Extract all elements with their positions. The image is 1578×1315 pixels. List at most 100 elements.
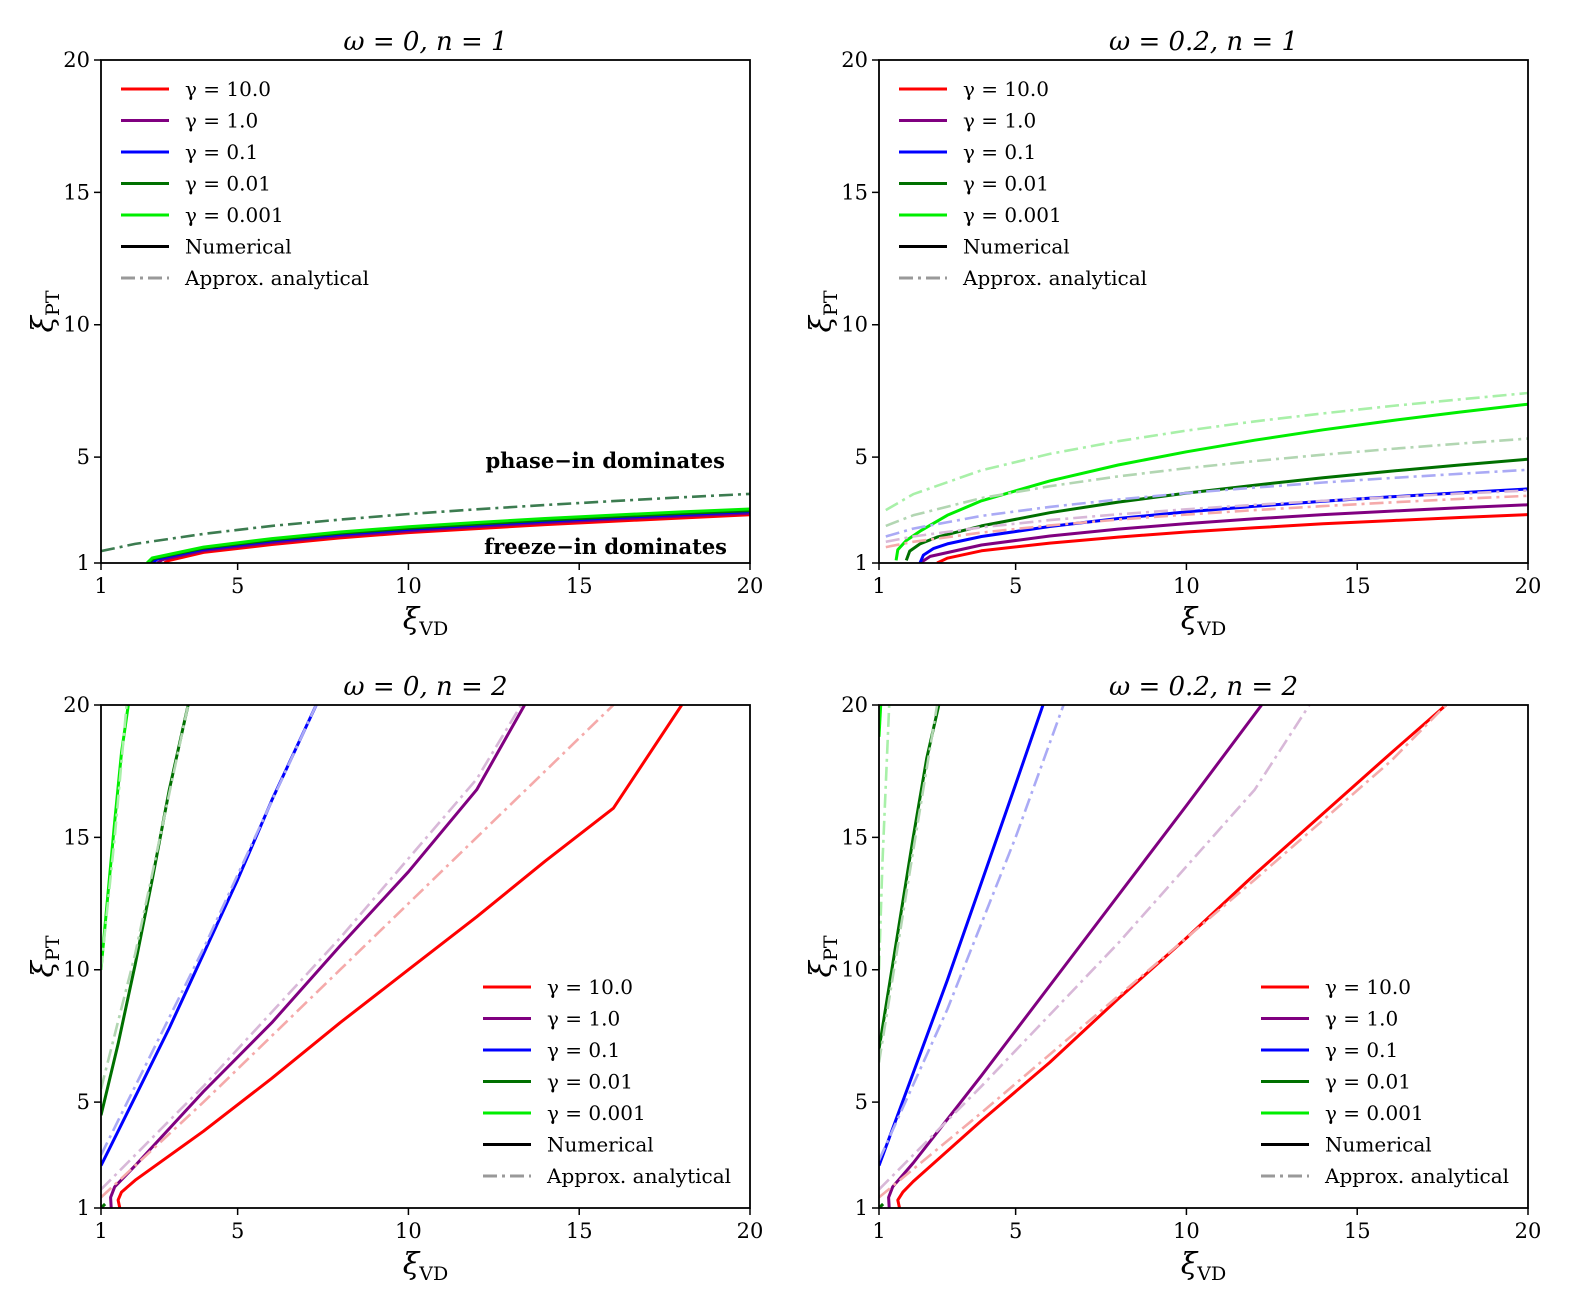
legend-label: Approx. analytical (1324, 1164, 1509, 1188)
series-group: γ = 10.0γ = 1.0γ = 0.1γ = 0.01γ = 0.001γ… (879, 705, 1447, 1208)
legend-label: γ = 0.1 (963, 140, 1036, 164)
legend: γ = 10.0 γ = 1.0 γ = 0.1 γ = 0.01 γ = 0.001 N… (483, 975, 731, 1188)
y-tick-label: 1 (855, 551, 868, 575)
y-tick-label: 1 (77, 1196, 90, 1220)
x-tick-label: 5 (231, 1219, 244, 1243)
legend-label: γ = 1.0 (185, 109, 258, 133)
legend-label: γ = 0.1 (547, 1038, 620, 1062)
series-line: γ = 10.0 approx. (879, 705, 1447, 1199)
chart-panel-3: γ = 10.0γ = 1.0γ = 0.1γ = 0.01γ = 0.001γ… (26, 672, 763, 1285)
series-line: γ = 0.01 approx. (885, 437, 1528, 528)
legend: γ = 10.0 γ = 1.0 γ = 0.1 γ = 0.01 γ = 0.001 N… (899, 77, 1147, 290)
series-line: γ = 0.01 approx. (879, 705, 939, 1063)
y-tick-label: 15 (841, 825, 868, 849)
legend-label: γ = 0.1 (185, 140, 258, 164)
annotation-phase-in: phase−in dominates (485, 448, 725, 473)
series-line: γ = 0.001 (101, 705, 130, 970)
x-tick-label: 10 (395, 1219, 422, 1243)
series-line: γ = 0.001 (894, 402, 1528, 561)
legend-label: γ = 10.0 (963, 77, 1049, 101)
y-tick-label: 5 (855, 445, 868, 469)
y-tick-label: 20 (63, 48, 90, 72)
x-axis-label: ξVD (403, 602, 449, 640)
x-axis-label: ξVD (1181, 602, 1227, 640)
series-line: γ = 0.01 (101, 705, 190, 1116)
y-tick-label: 20 (841, 693, 868, 717)
plot-frame (100, 704, 751, 1209)
x-tick-label: 10 (1173, 1219, 1200, 1243)
series-line: γ = 0.01 approx. (101, 705, 190, 1090)
series-line: γ = 0.1 (879, 705, 1045, 1167)
series-line: γ = 1.0 (887, 705, 1263, 1208)
legend-label: γ = 1.0 (547, 1007, 620, 1031)
x-tick-label: 5 (1009, 1219, 1022, 1243)
series-line: γ = 0.1 (101, 705, 318, 1167)
y-axis-label: ξPT (804, 935, 842, 977)
legend-label: γ = 0.01 (963, 172, 1049, 196)
y-tick-label: 5 (77, 445, 90, 469)
x-tick-label: 1 (872, 574, 885, 598)
legend-label: Approx. analytical (184, 266, 369, 290)
x-tick-label: 5 (1009, 574, 1022, 598)
series-line: γ = 10.0 (896, 705, 1447, 1208)
series-line: γ = 10.0 approx. (885, 494, 1528, 549)
y-tick-label: 20 (841, 48, 868, 72)
series-line: γ = 1.0 (109, 705, 526, 1208)
chart-title: ω = 0.2, n = 1 (1109, 27, 1298, 57)
chart-title: ω = 0, n = 2 (343, 672, 507, 702)
legend-label: γ = 10.0 (1325, 975, 1411, 999)
series-line: γ = 10.0 (936, 513, 1528, 563)
legend-label: γ = 0.01 (1325, 1070, 1411, 1094)
legend: γ = 10.0 γ = 1.0 γ = 0.1 γ = 0.01 γ = 0.001 N… (1261, 975, 1509, 1188)
series-line: γ = 10.0 (116, 705, 683, 1208)
legend-label: Approx. analytical (546, 1164, 731, 1188)
series-line: γ = 1.0 approx. (101, 705, 523, 1191)
legend-label: Numerical (185, 235, 292, 259)
legend-label: γ = 10.0 (547, 975, 633, 999)
y-tick-label: 15 (63, 825, 90, 849)
x-tick-label: 1 (94, 574, 107, 598)
series-group: γ = 10.0γ = 1.0γ = 0.1γ = 0.01γ = 0.001γ… (885, 391, 1528, 563)
legend-label: γ = 0.01 (547, 1070, 633, 1094)
x-tick-label: 1 (872, 1219, 885, 1243)
x-tick-label: 20 (1515, 574, 1542, 598)
y-tick-label: 1 (855, 1196, 868, 1220)
series-group: γ = 10.0γ = 1.0γ = 0.1γ = 0.01γ = 0.001A… (101, 492, 750, 563)
legend-label: Numerical (1325, 1133, 1432, 1157)
y-tick-label: 1 (77, 551, 90, 575)
legend-label: γ = 0.01 (185, 172, 271, 196)
chart-panel-1: γ = 10.0γ = 1.0γ = 0.1γ = 0.01γ = 0.001A… (26, 27, 763, 640)
legend-label: γ = 1.0 (963, 109, 1036, 133)
y-tick-label: 5 (77, 1090, 90, 1114)
x-tick-label: 10 (395, 574, 422, 598)
x-tick-label: 5 (231, 574, 244, 598)
x-tick-label: 15 (566, 574, 593, 598)
y-axis-label: ξPT (26, 935, 64, 977)
y-tick-label: 10 (63, 958, 90, 982)
x-tick-label: 20 (737, 1219, 764, 1243)
y-tick-label: 10 (63, 313, 90, 337)
legend-label: γ = 0.001 (963, 203, 1062, 227)
legend-label: γ = 0.1 (1325, 1038, 1398, 1062)
legend-label: γ = 10.0 (185, 77, 271, 101)
y-axis-label: ξPT (26, 290, 64, 332)
chart-panel-2: γ = 10.0γ = 1.0γ = 0.1γ = 0.01γ = 0.001γ… (804, 27, 1541, 640)
x-tick-label: 15 (566, 1219, 593, 1243)
series-line: Approx. analytical (all γ) (101, 492, 750, 553)
series-line: γ = 0.001 (146, 507, 750, 563)
legend-label: Approx. analytical (962, 266, 1147, 290)
x-axis-label: ξVD (403, 1247, 449, 1285)
y-tick-label: 10 (841, 958, 868, 982)
legend-label: Numerical (547, 1133, 654, 1157)
legend-label: Numerical (963, 235, 1070, 259)
plot-frame (878, 59, 1529, 564)
series-line: γ = 10.0 (163, 513, 750, 563)
legend-label: γ = 0.001 (185, 203, 284, 227)
series-line: γ = 0.1 approx. (885, 468, 1528, 538)
series-line: γ = 0.1 approx. (879, 705, 1065, 1161)
series-line: γ = 1.0 approx. (879, 705, 1311, 1191)
y-tick-label: 10 (841, 313, 868, 337)
annotation-freeze-in: freeze−in dominates (484, 534, 727, 559)
legend: γ = 10.0 γ = 1.0 γ = 0.1 γ = 0.01 γ = 0.001 N… (121, 77, 369, 290)
